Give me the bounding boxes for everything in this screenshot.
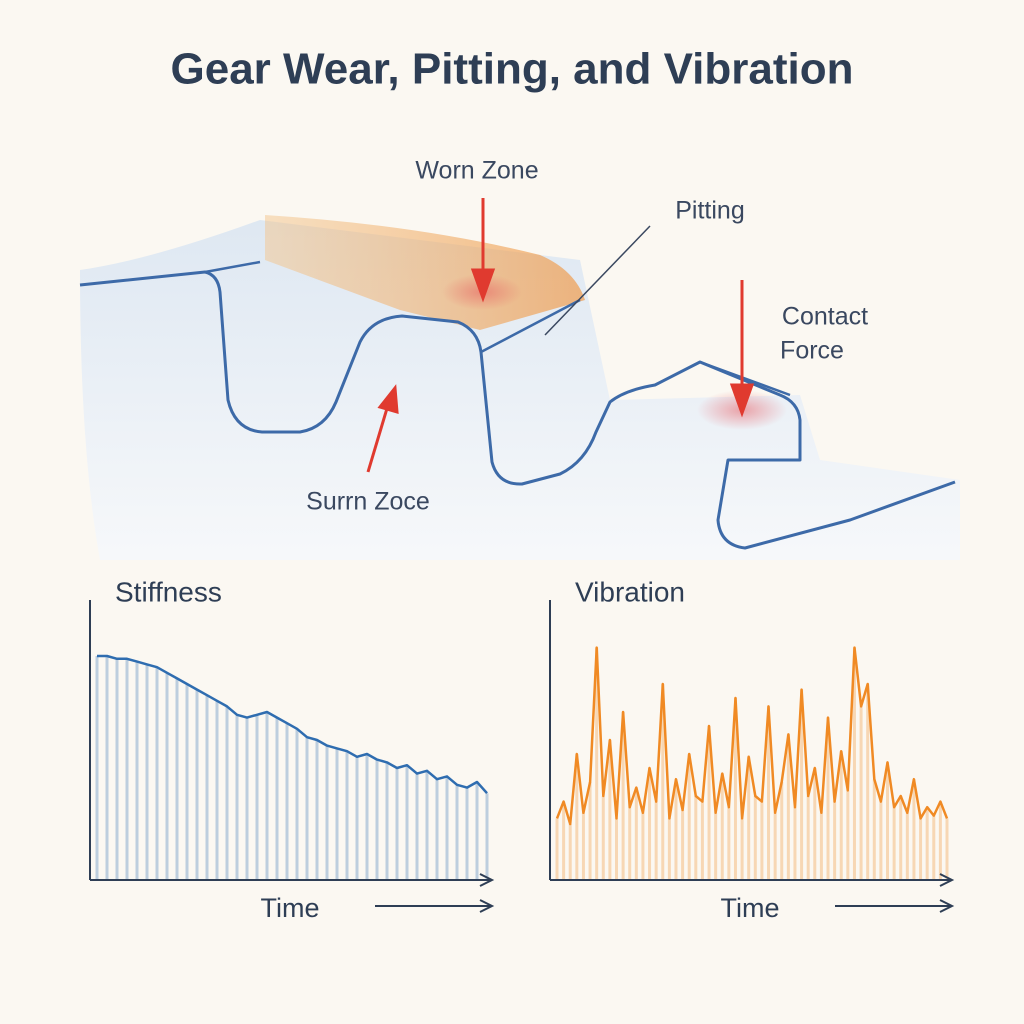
chart-title: Stiffness [115, 576, 222, 607]
label: Contact [782, 303, 868, 331]
chart-title: Vibration [575, 576, 685, 607]
x-axis-arrow [479, 873, 495, 887]
data-line [555, 646, 949, 826]
label: Surrn Zoce [306, 488, 430, 516]
arrows [366, 198, 755, 473]
x-axis-label: Time [721, 893, 780, 923]
data-line [97, 654, 488, 795]
time-arrow-head [939, 899, 955, 913]
label: Pitting [675, 197, 744, 225]
x-axis-arrow [939, 873, 955, 887]
gear-body [80, 220, 960, 560]
title: Gear Wear, Pitting, and Vibration [171, 45, 854, 94]
gear [79, 198, 960, 560]
label: Force [780, 337, 844, 365]
gear-outline [79, 270, 956, 550]
label: Worn Zone [415, 157, 538, 185]
x-axis-label: Time [261, 893, 320, 923]
time-arrow-head [479, 899, 495, 913]
gear-edges [204, 260, 791, 397]
pitting-leader [544, 225, 651, 336]
